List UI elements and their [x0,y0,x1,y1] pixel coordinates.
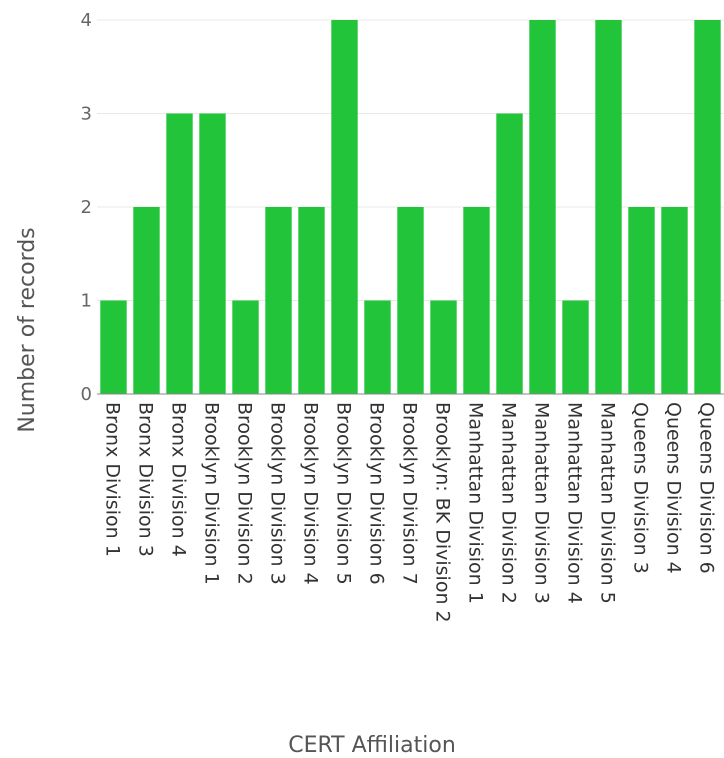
x-tick-label: Queens Division 3 [630,402,652,574]
y-tick-labels: 0 1 2 3 4 [81,10,92,405]
y-axis-title: Number of records [15,227,40,432]
x-tick-label: Queens Division 4 [663,402,685,574]
bar[interactable] [628,207,655,394]
x-tick-label: Brooklyn Division 4 [300,402,322,585]
bar[interactable] [562,300,589,395]
bar[interactable] [100,300,127,395]
x-tick-label: Bronx Division 1 [102,402,124,557]
bar[interactable] [661,207,688,394]
x-tick-label: Manhattan Division 3 [531,402,553,604]
y-tick-label: 0 [81,384,92,405]
bar[interactable] [232,300,259,395]
x-tick-label: Brooklyn Division 1 [201,402,223,585]
x-tick-label: Brooklyn Division 6 [366,402,388,585]
x-tick-label: Manhattan Division 4 [564,402,586,604]
bar[interactable] [331,20,358,394]
x-tick-label: Bronx Division 3 [135,402,157,557]
bar[interactable] [595,20,622,394]
x-tick-label: Manhattan Division 5 [597,402,619,604]
bars [100,20,721,395]
x-tick-label: Brooklyn Division 5 [333,402,355,585]
x-tick-label: Brooklyn Division 2 [234,402,256,585]
y-tick-label: 4 [81,10,92,31]
x-tick-labels: Bronx Division 1 Bronx Division 3 Bronx Di… [102,402,718,623]
x-tick-label: Bronx Division 4 [168,402,190,557]
y-tick-label: 1 [81,291,92,312]
bar[interactable] [298,207,325,394]
bar[interactable] [397,207,424,394]
bar[interactable] [166,113,193,395]
y-tick-label: 3 [81,104,92,125]
bar[interactable] [463,207,490,394]
x-tick-label: Queens Division 6 [696,402,718,574]
x-tick-label: Brooklyn Division 7 [399,402,421,585]
bar[interactable] [364,300,391,395]
bar[interactable] [133,207,160,394]
x-tick-label: Manhattan Division 2 [498,402,520,604]
x-tick-label: Manhattan Division 1 [465,402,487,604]
x-axis-title: CERT Affiliation [288,733,456,758]
bar[interactable] [529,20,556,394]
y-tick-label: 2 [81,197,92,218]
bar[interactable] [496,113,523,395]
x-tick-label: Brooklyn: BK Division 2 [432,402,454,623]
bar[interactable] [199,113,226,395]
bar[interactable] [265,207,292,394]
bar[interactable] [694,20,721,394]
bar[interactable] [430,300,457,395]
x-tick-label: Brooklyn Division 3 [267,402,289,585]
